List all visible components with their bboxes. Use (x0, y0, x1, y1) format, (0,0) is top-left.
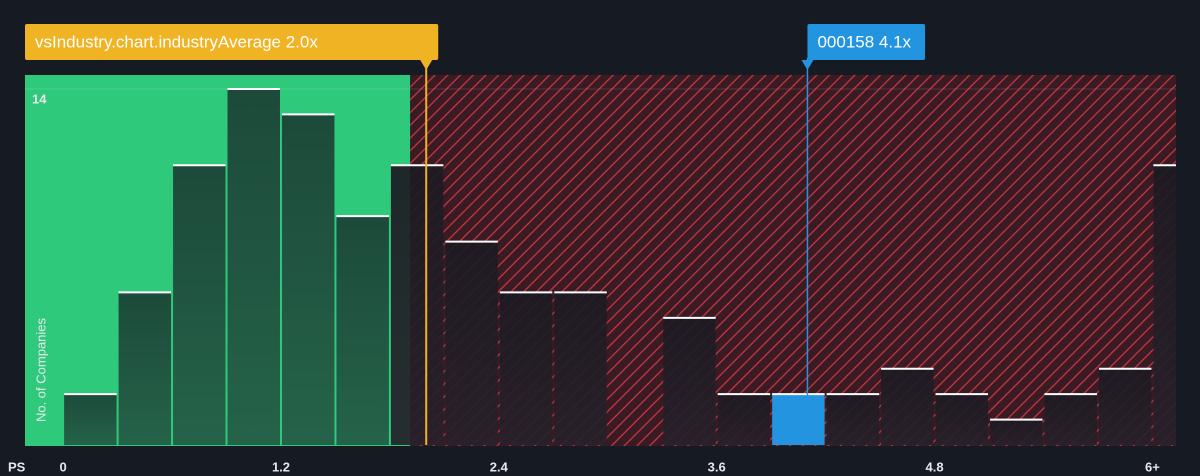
x-tick-label: 2.4 (490, 459, 509, 474)
x-tick-label: 1.2 (272, 459, 290, 474)
bars (64, 87, 1176, 446)
annotation-pointer (801, 60, 814, 70)
annotation-pointer (420, 60, 433, 70)
x-tick-label: 4.8 (926, 459, 944, 474)
bar (281, 114, 335, 446)
bar (1153, 165, 1176, 446)
bar (1098, 368, 1152, 445)
y-tick-label: 14 (32, 91, 47, 106)
bar (663, 317, 716, 445)
bar (935, 394, 989, 445)
bar (826, 394, 880, 445)
x-tick-label: 6+ (1145, 459, 1160, 474)
x-axis-label: PS (8, 459, 26, 474)
bar (118, 292, 172, 445)
y-axis-label: No. of Companies (33, 317, 48, 422)
x-tick-label: 0 (60, 459, 67, 474)
bar (390, 165, 444, 446)
annotation-label: 000158 4.1x (817, 32, 911, 51)
bar (717, 394, 771, 445)
annotation-box (807, 24, 926, 60)
bar (499, 292, 553, 445)
bar (336, 216, 389, 445)
bar (554, 292, 607, 445)
bar (173, 165, 226, 446)
bar (445, 241, 498, 445)
bar (1044, 394, 1097, 445)
bar (772, 394, 825, 445)
x-tick-label: 3.6 (708, 459, 726, 474)
annotation-label: vsIndustry.chart.industryAverage 2.0x (35, 32, 318, 51)
bar (990, 419, 1043, 445)
bar (227, 88, 280, 445)
bar (881, 368, 934, 445)
bar (64, 394, 117, 445)
overlay: 14 0 1.2 2.4 3.6 4.8 6+ vsIndustry.chart.indust… (25, 24, 1160, 474)
annotation-box (25, 24, 439, 60)
